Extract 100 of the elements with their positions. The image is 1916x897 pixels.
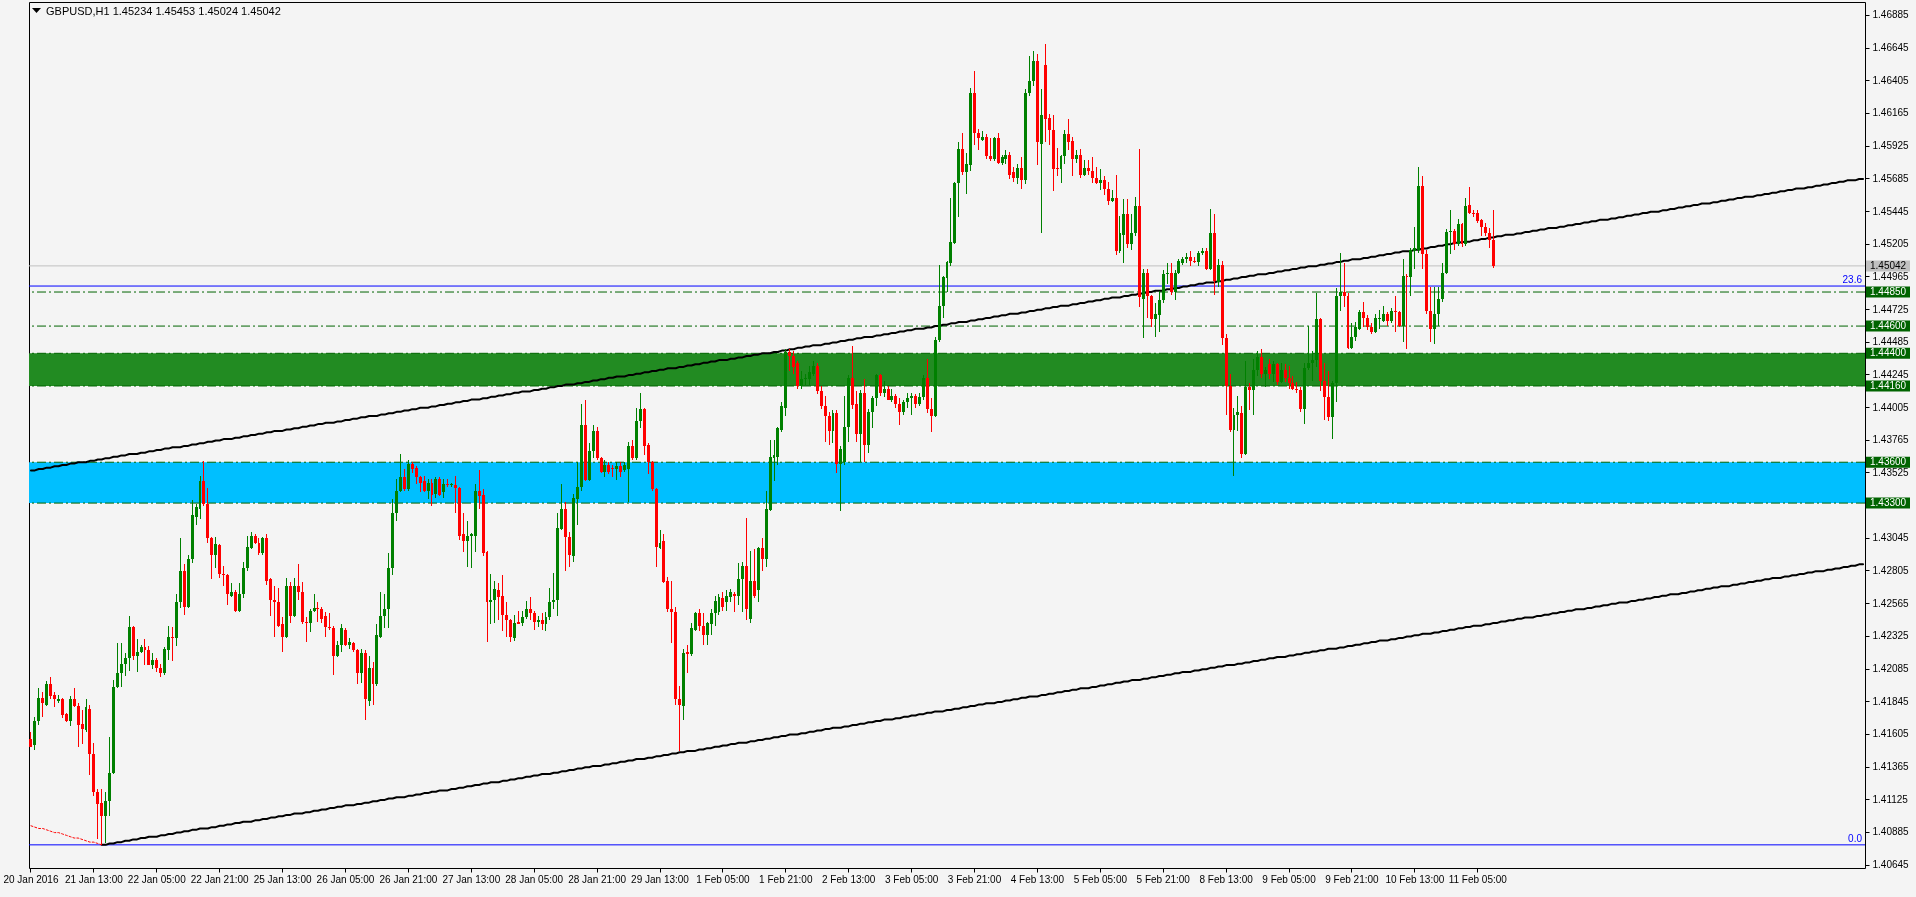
candlestick xyxy=(591,424,595,459)
y-tick-label: 1.41845 xyxy=(1872,695,1910,707)
candlestick xyxy=(1287,365,1291,390)
candlestick xyxy=(1350,322,1354,350)
candlestick xyxy=(528,596,532,621)
y-tick-label: 1.44725 xyxy=(1872,303,1910,315)
candlestick xyxy=(1362,301,1366,328)
x-tick-label: 1 Feb 05:00 xyxy=(696,873,751,885)
x-tick-label: 2 Feb 13:00 xyxy=(822,873,876,885)
candlestick xyxy=(992,136,996,162)
candlestick xyxy=(890,388,894,403)
candlestick xyxy=(1456,218,1460,247)
candlestick xyxy=(115,642,119,689)
y-tick-label: 1.46165 xyxy=(1872,107,1910,119)
candlestick xyxy=(874,373,878,407)
x-tick-label: 27 Jan 13:00 xyxy=(442,873,501,885)
y-tick-label: 1.45205 xyxy=(1872,238,1910,250)
y-tick-label: 1.40885 xyxy=(1872,826,1910,838)
candlestick xyxy=(1149,294,1153,328)
candlestick xyxy=(497,582,501,621)
candlestick xyxy=(214,536,218,569)
candlestick xyxy=(245,535,249,572)
x-tick-label: 9 Feb 21:00 xyxy=(1325,873,1380,885)
candlestick xyxy=(426,478,430,500)
candlestick xyxy=(678,685,682,752)
candlestick xyxy=(788,348,792,372)
x-tick-label: 10 Feb 13:00 xyxy=(1385,873,1445,885)
candlestick xyxy=(355,648,359,685)
candlestick xyxy=(1256,350,1260,377)
x-tick-label: 3 Feb 05:00 xyxy=(884,873,939,885)
y-tick-label: 1.46645 xyxy=(1872,42,1910,54)
candlestick xyxy=(540,612,544,631)
candlestick xyxy=(725,589,729,612)
candlestick xyxy=(760,537,764,572)
x-tick-label: 3 Feb 21:00 xyxy=(947,873,1002,885)
annotation: 0.0 xyxy=(1848,832,1863,844)
ref-line-label: 1.43300 xyxy=(1870,497,1907,509)
annotation: 23.6 xyxy=(1842,274,1863,286)
candlestick xyxy=(233,589,237,613)
y-tick-label: 1.45685 xyxy=(1872,172,1910,184)
candlestick xyxy=(921,374,925,401)
candlestick xyxy=(882,380,886,398)
candlestick xyxy=(296,563,300,601)
ref-line-label: 1.44160 xyxy=(1870,379,1907,391)
candlestick xyxy=(434,476,438,499)
x-tick-label: 28 Jan 05:00 xyxy=(505,873,564,885)
candlestick xyxy=(135,638,139,673)
candlestick xyxy=(1122,198,1126,264)
ref-line-label: 1.43600 xyxy=(1870,456,1907,468)
candlestick xyxy=(627,441,631,503)
y-tick-label: 1.44005 xyxy=(1872,401,1910,413)
candlestick xyxy=(1279,362,1283,384)
candlestick xyxy=(80,709,84,745)
candlestick xyxy=(1020,156,1024,190)
x-tick-label: 9 Feb 05:00 xyxy=(1262,873,1317,885)
candlestick xyxy=(1146,268,1149,319)
candlestick xyxy=(1260,348,1263,379)
candlestick xyxy=(1008,151,1012,180)
y-tick-label: 1.42565 xyxy=(1872,597,1910,609)
x-tick-label: 26 Jan 21:00 xyxy=(379,873,438,885)
y-tick-label: 1.41125 xyxy=(1872,793,1909,805)
y-tick-label: 1.42805 xyxy=(1872,564,1910,576)
y-tick-label: 1.40645 xyxy=(1872,859,1910,871)
candlestick xyxy=(807,365,811,386)
y-tick-label: 1.43525 xyxy=(1872,466,1910,478)
candlestick xyxy=(76,702,80,748)
y-tick-label: 1.46885 xyxy=(1872,9,1910,21)
candlestick xyxy=(324,611,328,638)
candlestick xyxy=(395,478,399,522)
candlestick xyxy=(713,595,717,627)
x-tick-label: 8 Feb 13:00 xyxy=(1199,873,1254,885)
candlestick xyxy=(41,691,45,718)
ref-line-label: 1.44600 xyxy=(1870,320,1907,332)
candlestick xyxy=(1157,290,1161,333)
x-tick-label: 11 Feb 05:00 xyxy=(1448,873,1508,885)
candlestick xyxy=(237,582,241,613)
candlestick xyxy=(603,459,607,478)
candlestick xyxy=(1252,358,1256,416)
candlestick xyxy=(984,133,988,160)
candlestick xyxy=(1374,313,1378,334)
candlestick xyxy=(1263,366,1267,388)
candlestick xyxy=(1004,149,1008,165)
x-tick-label: 5 Feb 21:00 xyxy=(1136,873,1191,885)
candlestick xyxy=(568,531,572,568)
candlestick xyxy=(1322,362,1326,421)
candlestick xyxy=(1468,186,1472,215)
chart-title: GBPUSD,H1 1.45234 1.45453 1.45024 1.45042 xyxy=(46,5,281,17)
x-tick-label: 4 Feb 13:00 xyxy=(1010,873,1065,885)
candlestick xyxy=(1433,286,1436,345)
y-tick-label: 1.45445 xyxy=(1872,205,1910,217)
y-tick-label: 1.45925 xyxy=(1872,140,1910,152)
candlestick xyxy=(119,642,123,688)
x-tick-label: 26 Jan 05:00 xyxy=(316,873,375,885)
x-tick-label: 1 Feb 21:00 xyxy=(759,873,813,885)
y-tick-label: 1.41365 xyxy=(1872,761,1910,773)
x-tick-label: 28 Jan 21:00 xyxy=(568,873,627,885)
candlestick xyxy=(1016,163,1020,185)
y-tick-label: 1.41605 xyxy=(1872,728,1910,740)
candlestick xyxy=(870,395,874,429)
candlestick xyxy=(1307,325,1311,371)
